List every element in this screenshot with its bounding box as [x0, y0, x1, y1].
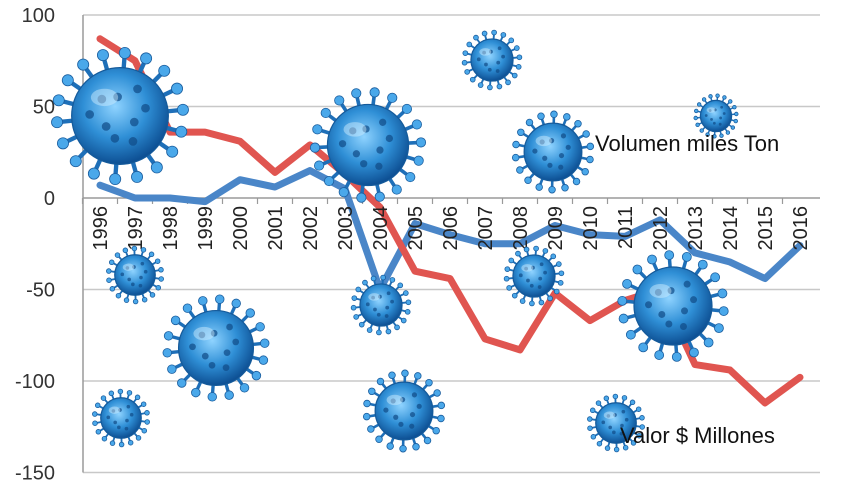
x-tick-label: 2008 — [510, 206, 532, 251]
x-tick-label: 2013 — [685, 206, 707, 251]
x-tick-label: 1998 — [160, 206, 182, 251]
virus-icon — [92, 388, 150, 448]
x-tick-label: 2004 — [370, 206, 392, 251]
x-tick-label: 2005 — [405, 206, 427, 251]
virus-icon — [503, 245, 565, 307]
virus-icon — [587, 393, 645, 453]
x-tick-label: 1996 — [90, 206, 112, 251]
y-tick-labels: 100 50 0 -50 -100 -150 — [15, 5, 55, 485]
virus-icon — [362, 369, 446, 453]
y-tick-label: 0 — [44, 188, 55, 210]
x-tick-label: 2010 — [580, 206, 602, 251]
virus-icon — [350, 274, 412, 336]
x-tick-label: 2011 — [615, 206, 637, 249]
virus-icon — [51, 46, 189, 186]
y-tick-label: 50 — [33, 97, 55, 119]
x-tick-label: 1999 — [195, 206, 217, 251]
y-tick-label: -150 — [15, 463, 55, 485]
x-tick-labels: 1996 1997 1998 1999 2000 2001 2002 2003 2004 2005… — [90, 206, 812, 251]
x-tick-label: 2006 — [440, 206, 462, 251]
virus-icon — [511, 110, 595, 194]
annotation-volumen: Volumen miles Ton — [595, 131, 779, 156]
x-tick-label: 2012 — [650, 206, 672, 251]
y-tick-label: -50 — [26, 280, 55, 302]
virus-icon — [461, 29, 523, 91]
x-tick-label: 2016 — [790, 206, 812, 251]
virus-icon — [693, 93, 739, 139]
x-tick-label: 2014 — [720, 206, 742, 251]
annotation-valor: Valor $ Millones — [620, 423, 775, 448]
virus-icon — [309, 87, 427, 203]
series-line-volumen — [96, 167, 804, 293]
x-tick-label: 2002 — [300, 206, 322, 251]
y-tick-label: 100 — [22, 5, 55, 27]
virus-decorations — [51, 29, 739, 453]
y-tick-label: -100 — [15, 371, 55, 393]
x-tick-label: 2003 — [335, 206, 357, 251]
virus-icon — [162, 294, 270, 402]
x-tick-label: 2007 — [475, 206, 497, 251]
x-tick-label: 2001 — [265, 206, 287, 251]
x-tick-label: 2000 — [230, 206, 252, 251]
virus-icon — [106, 245, 164, 305]
x-tick-label: 1997 — [125, 206, 147, 251]
virus-icon — [617, 250, 729, 362]
x-tick-label: 2015 — [755, 206, 777, 251]
x-tick-label: 2009 — [545, 206, 567, 251]
